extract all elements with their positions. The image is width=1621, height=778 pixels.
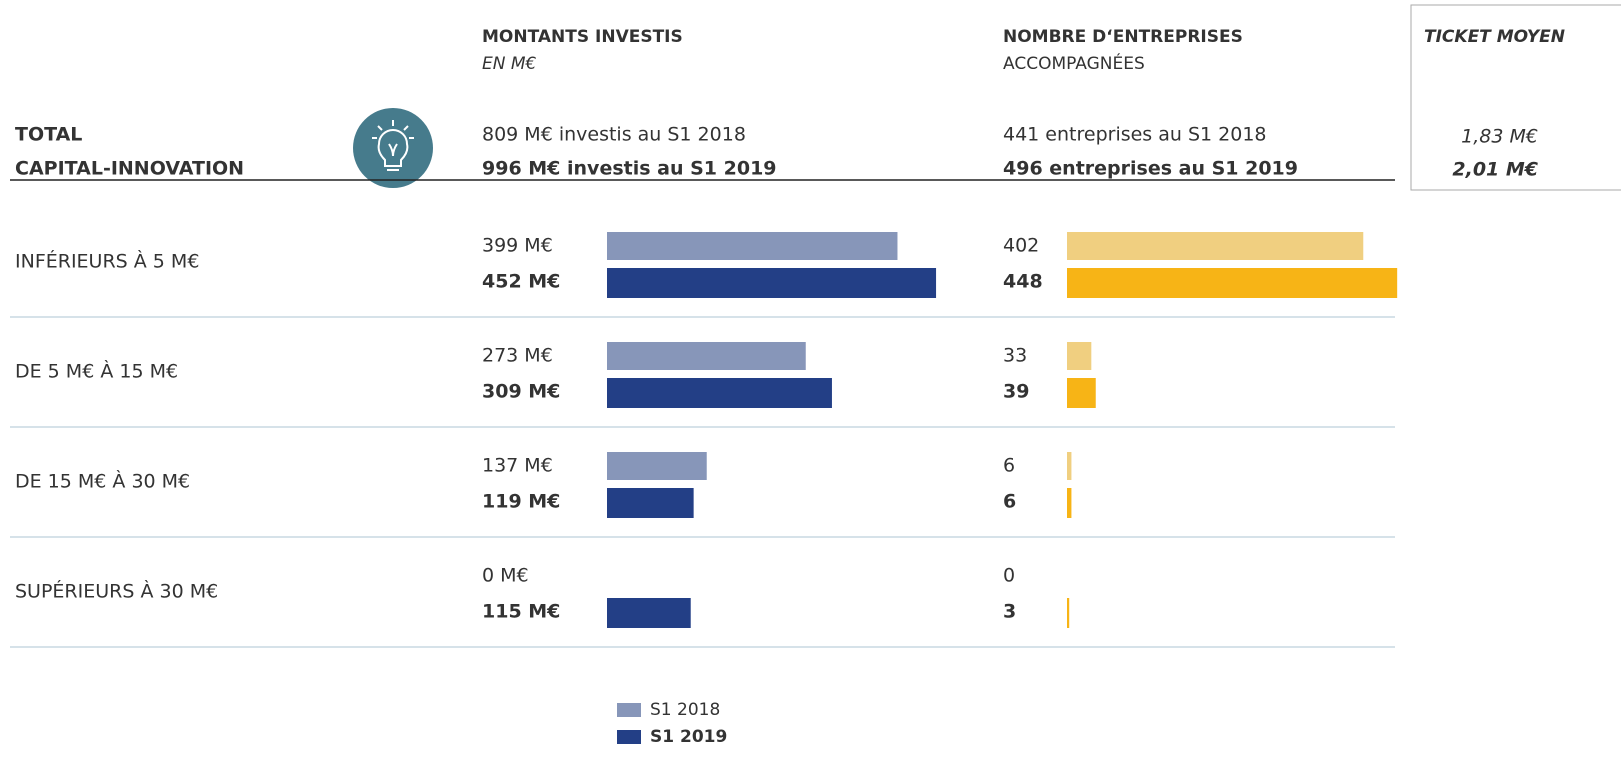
amount-label: 399 M€ (482, 235, 553, 257)
legend-swatch (617, 730, 641, 744)
companies-label: 3 (1003, 601, 1016, 623)
amount-label: 119 M€ (482, 491, 560, 513)
amount-bar (607, 598, 691, 628)
companies-bar (1067, 452, 1072, 480)
companies-label: 33 (1003, 345, 1027, 367)
companies-label: 0 (1003, 565, 1015, 587)
total-amount-2018: 809 M€ investis au S1 2018 (482, 124, 746, 146)
companies-bar (1067, 342, 1092, 370)
amount-label: 115 M€ (482, 601, 560, 623)
amount-bar (607, 232, 898, 260)
total-label: TOTAL (15, 124, 82, 146)
total-companies-2018: 441 entreprises au S1 2018 (1003, 124, 1267, 146)
amounts-title: MONTANTS INVESTIS (482, 27, 683, 47)
row-label: INFÉRIEURS À 5 M€ (15, 250, 199, 273)
amount-bar (607, 268, 937, 298)
amount-label: 0 M€ (482, 565, 529, 587)
legend-label: S1 2019 (650, 727, 727, 747)
amount-bar (607, 452, 707, 480)
total-amount-2019: 996 M€ investis au S1 2019 (482, 158, 777, 180)
ticket-box (1410, 4, 1621, 191)
total-companies-2019: 496 entreprises au S1 2019 (1003, 158, 1298, 180)
legend-label: S1 2018 (650, 700, 720, 720)
companies-label: 39 (1003, 381, 1029, 403)
amount-label: 137 M€ (482, 455, 553, 477)
companies-label: 448 (1003, 271, 1043, 293)
icon (353, 108, 433, 188)
ticket-title: TICKET MOYEN (1424, 27, 1565, 47)
amount-label: 309 M€ (482, 381, 560, 403)
companies-bar (1067, 232, 1364, 260)
companies-subtitle: ACCOMPAGNÉES (1003, 52, 1145, 74)
amount-bar (607, 378, 832, 408)
row-label: DE 5 M€ À 15 M€ (15, 360, 178, 383)
amount-label: 273 M€ (482, 345, 553, 367)
companies-label: 6 (1003, 491, 1016, 513)
row-label: SUPÉRIEURS À 30 M€ (15, 580, 218, 603)
amount-bar (607, 342, 806, 370)
total-label: CAPITAL-INNOVATION (15, 158, 244, 180)
companies-bar (1067, 268, 1398, 298)
amounts-subtitle: EN M€ (482, 54, 537, 74)
amount-label: 452 M€ (482, 271, 560, 293)
legend-swatch (617, 703, 641, 717)
companies-bar (1067, 378, 1096, 408)
ticket-2019: 2,01 M€ (1452, 159, 1538, 181)
companies-bar (1067, 488, 1072, 518)
companies-title: NOMBRE D‘ENTREPRISES (1003, 27, 1243, 47)
ticket-2018: 1,83 M€ (1461, 126, 1538, 148)
row-label: DE 15 M€ À 30 M€ (15, 470, 190, 493)
companies-bar (1067, 598, 1070, 628)
amount-bar (607, 488, 694, 518)
companies-label: 402 (1003, 235, 1039, 257)
companies-label: 6 (1003, 455, 1015, 477)
